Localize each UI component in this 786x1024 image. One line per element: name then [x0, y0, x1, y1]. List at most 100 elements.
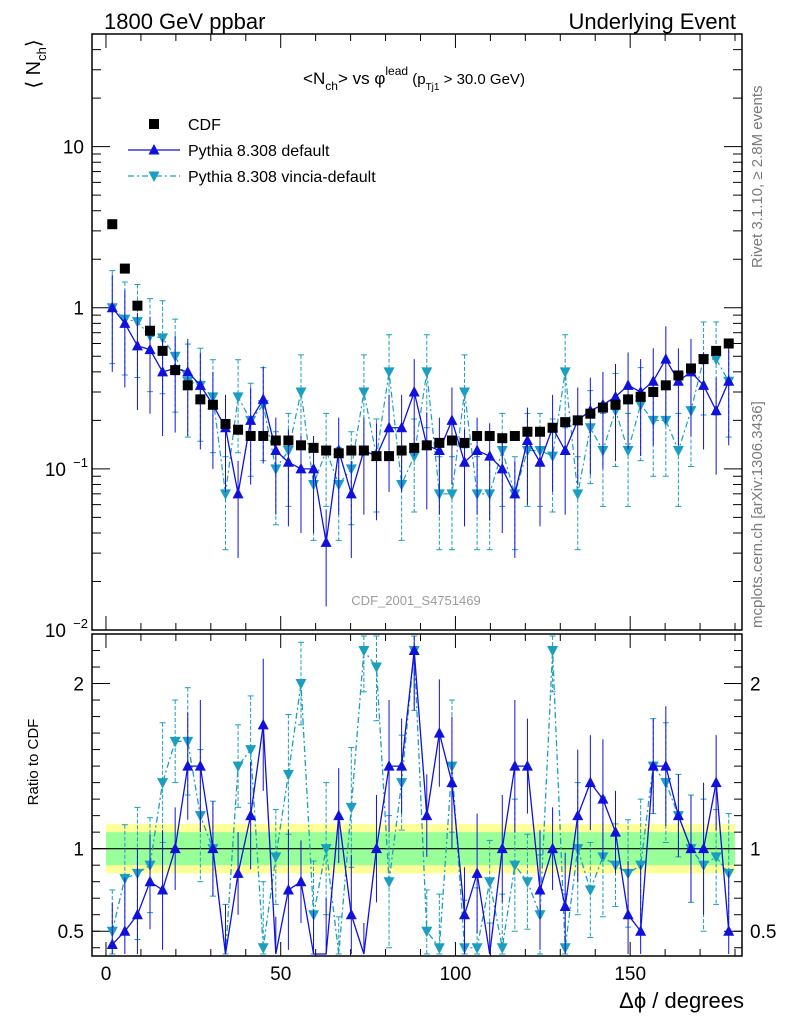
- vincia-ratio-point: [584, 885, 596, 896]
- cdf-point: [195, 394, 206, 405]
- default-ratio-point: [660, 760, 672, 771]
- default-ratio-point: [245, 809, 257, 821]
- default-ratio-point: [157, 883, 169, 895]
- cdf-point: [245, 430, 256, 441]
- y-tick-label: 10: [45, 460, 66, 481]
- default-point: [723, 375, 735, 386]
- default-ratio-point: [370, 842, 382, 854]
- vincia-ratio-point: [471, 943, 483, 954]
- legend-label: Pythia 8.308 vincia-default: [188, 169, 376, 186]
- y-tick-label: 1: [73, 299, 84, 320]
- default-ratio-point: [119, 925, 131, 936]
- default-ratio-point: [446, 776, 458, 788]
- default-ratio-point: [547, 842, 559, 854]
- vincia-point: [219, 489, 231, 500]
- vincia-ratio-point: [157, 778, 169, 789]
- default-point: [408, 385, 420, 397]
- default-ratio-point: [345, 908, 357, 920]
- default-point: [609, 390, 621, 402]
- default-ratio-point: [194, 760, 206, 771]
- chart-title: <Nch> vs φlead (pTj1 > 30.0 GeV): [303, 64, 525, 93]
- default-point: [131, 339, 143, 351]
- vincia-ratio-point: [320, 844, 332, 855]
- default-point: [509, 487, 521, 499]
- cdf-point: [660, 380, 671, 391]
- default-point: [446, 414, 458, 425]
- cdf-point: [384, 451, 395, 462]
- vincia-point: [622, 446, 634, 457]
- y-tick-label: 10: [63, 138, 84, 159]
- default-point: [534, 456, 546, 467]
- default-point: [157, 365, 169, 377]
- default-ratio-point: [622, 908, 634, 920]
- vincia-ratio-point: [232, 761, 244, 773]
- default-ratio-point: [559, 900, 571, 911]
- vincia-ratio-point: [496, 943, 508, 954]
- cdf-point: [623, 394, 634, 405]
- ratio-tick-label-right: 0.5: [750, 922, 776, 943]
- cdf-point: [170, 365, 181, 376]
- default-ratio-point: [106, 938, 118, 949]
- default-ratio-point: [496, 842, 508, 854]
- default-point: [559, 444, 571, 456]
- vincia-ratio-point: [509, 860, 521, 872]
- lower-series-layer: [106, 635, 735, 955]
- vincia-point: [446, 489, 458, 500]
- cdf-point: [207, 399, 218, 410]
- default-point: [144, 343, 156, 355]
- default-point: [710, 404, 722, 416]
- header-energy: 1800 GeV ppbar: [104, 9, 265, 34]
- default-ratio-point: [685, 842, 697, 854]
- default-ratio-point: [672, 809, 684, 821]
- default-point: [270, 444, 282, 456]
- default-point: [698, 379, 710, 390]
- default-series-line: [111, 307, 730, 543]
- cdf-point: [396, 445, 407, 456]
- cdf-point: [270, 435, 281, 446]
- default-point: [345, 487, 357, 499]
- x-axis-label: Δϕ / degrees: [619, 988, 744, 1013]
- cdf-point: [509, 430, 520, 441]
- default-ratio-point: [383, 760, 395, 771]
- mcplots-source-note: mcplots.cern.ch [arXiv:1306.3436]: [749, 401, 766, 628]
- cdf-point: [132, 300, 143, 311]
- cdf-point: [308, 442, 319, 453]
- default-point: [182, 365, 194, 377]
- default-point: [521, 434, 533, 446]
- vincia-ratio-point: [710, 852, 722, 863]
- default-point: [484, 450, 496, 461]
- vincia-ratio-point: [383, 877, 395, 888]
- cdf-point: [220, 418, 231, 429]
- vincia-ratio-point: [421, 926, 433, 938]
- default-point: [433, 444, 445, 456]
- y-tick-exponent: −2: [73, 616, 88, 631]
- default-ratio-point: [408, 644, 420, 656]
- vincia-ratio-point: [282, 769, 294, 781]
- lower-frame: [91, 633, 743, 957]
- cdf-point: [145, 325, 156, 336]
- default-ratio-point: [471, 867, 483, 878]
- upper-y-label: ⟨ Nch⟩: [23, 39, 49, 88]
- legend-label: Pythia 8.308 default: [188, 143, 330, 160]
- default-point: [257, 393, 269, 404]
- vincia-series-line: [111, 307, 730, 496]
- default-point: [232, 487, 244, 499]
- cdf-point: [723, 338, 734, 349]
- cdf-point: [585, 408, 596, 419]
- default-point: [295, 462, 307, 474]
- default-ratio-point: [609, 826, 621, 837]
- default-ratio-point: [723, 925, 735, 936]
- legend-cdf-marker: [149, 119, 159, 129]
- default-ratio-point: [295, 875, 307, 887]
- default-ratio-point: [534, 883, 546, 895]
- x-tick-label: 100: [440, 964, 472, 985]
- cdf-point: [434, 437, 445, 448]
- cdf-point: [346, 445, 357, 456]
- legend-vincia-marker: [148, 171, 160, 182]
- vincia-ratio-point: [257, 943, 269, 954]
- default-point: [647, 375, 659, 386]
- cdf-point: [547, 422, 558, 433]
- lower-panel: 2 2 1 1 0.5 0.5 0 50 100 150: [58, 633, 776, 985]
- vincia-ratio-line: [111, 648, 730, 955]
- vincia-point: [559, 367, 571, 378]
